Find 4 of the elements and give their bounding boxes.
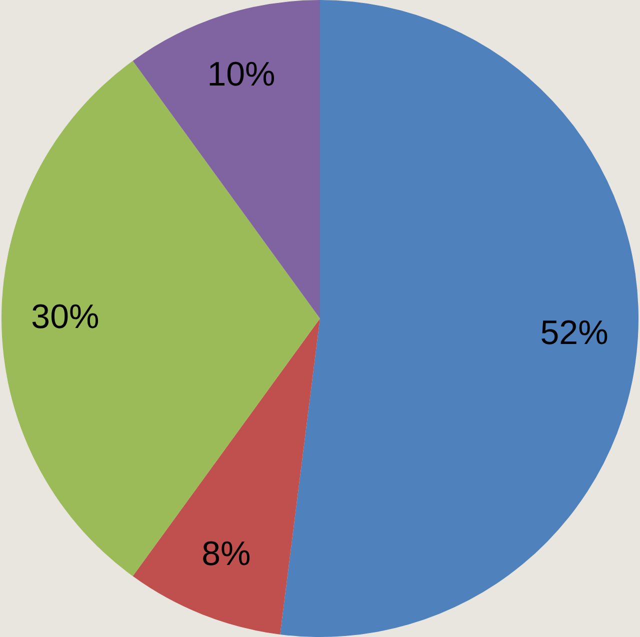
data-label: 8% xyxy=(202,534,251,573)
data-label: 10% xyxy=(207,56,276,94)
data-label: 30% xyxy=(31,298,100,336)
data-label: 52% xyxy=(540,314,608,352)
